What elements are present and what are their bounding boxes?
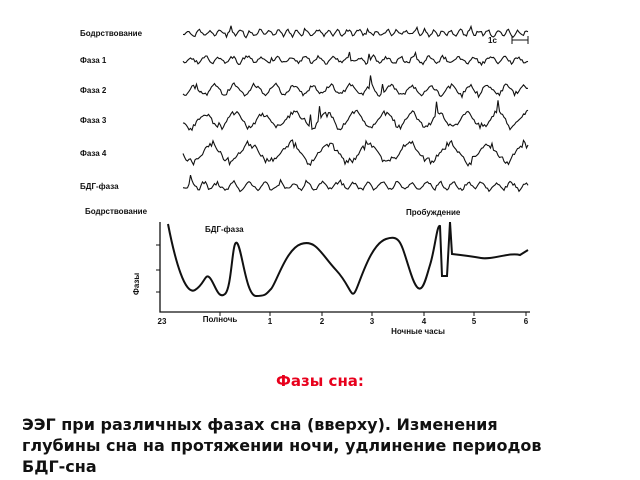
figure: Бодрствование Фаза 1 Фаза 2 Фаза 3 Фаза 4 БДГ… [80, 24, 530, 336]
hypnogram-ticks [156, 244, 527, 316]
x-tick-label: 3 [370, 317, 375, 326]
y-axis-label: Фазы [132, 273, 141, 295]
hypnogram-curve [167, 221, 529, 298]
caption-line: БДГ-сна [22, 457, 97, 476]
scale-bar [511, 36, 529, 44]
x-tick-label: 6 [524, 317, 529, 326]
scale-label: 1с [488, 36, 497, 45]
eeg-trace [182, 139, 529, 167]
stage-label: Фаза 4 [80, 149, 107, 158]
eeg-trace [182, 100, 529, 132]
caption-line: ЭЭГ при различных фазах сна (вверху). Из… [22, 415, 498, 434]
hypnogram: Бодрствование БДГ-фаза Пробуждение Фазы … [85, 207, 530, 336]
x-tick-label: 4 [422, 317, 427, 326]
x-tick-label: 2 [320, 317, 325, 326]
stage-label: Фаза 3 [80, 116, 107, 125]
eeg-trace [182, 24, 529, 39]
hypno-label: БДГ-фаза [205, 225, 244, 234]
x-tick-label: 1 [268, 317, 273, 326]
caption-line: глубины сна на протяжении ночи, удлинени… [22, 436, 542, 455]
stage-label: Фаза 1 [80, 56, 107, 65]
hypno-label: Бодрствование [85, 207, 148, 216]
x-axis-label: Ночные часы [391, 327, 445, 336]
eeg-trace [182, 174, 529, 193]
x-tick-label: Полночь [203, 315, 238, 324]
x-tick-label: 5 [472, 317, 477, 326]
stage-label: Бодрствование [80, 29, 143, 38]
eeg-trace [182, 50, 529, 67]
eeg-panel: Бодрствование Фаза 1 Фаза 2 Фаза 3 Фаза 4 БДГ… [80, 24, 529, 193]
hypno-label: Пробуждение [406, 208, 461, 217]
eeg-trace [182, 75, 529, 99]
stage-label: Фаза 2 [80, 86, 107, 95]
caption: ЭЭГ при различных фазах сна (вверху). Из… [22, 414, 542, 477]
stage-label: БДГ-фаза [80, 182, 119, 191]
slide-title: Фазы сна: [276, 372, 364, 390]
x-tick-label: 23 [158, 317, 167, 326]
hypnogram-axes [159, 222, 530, 313]
